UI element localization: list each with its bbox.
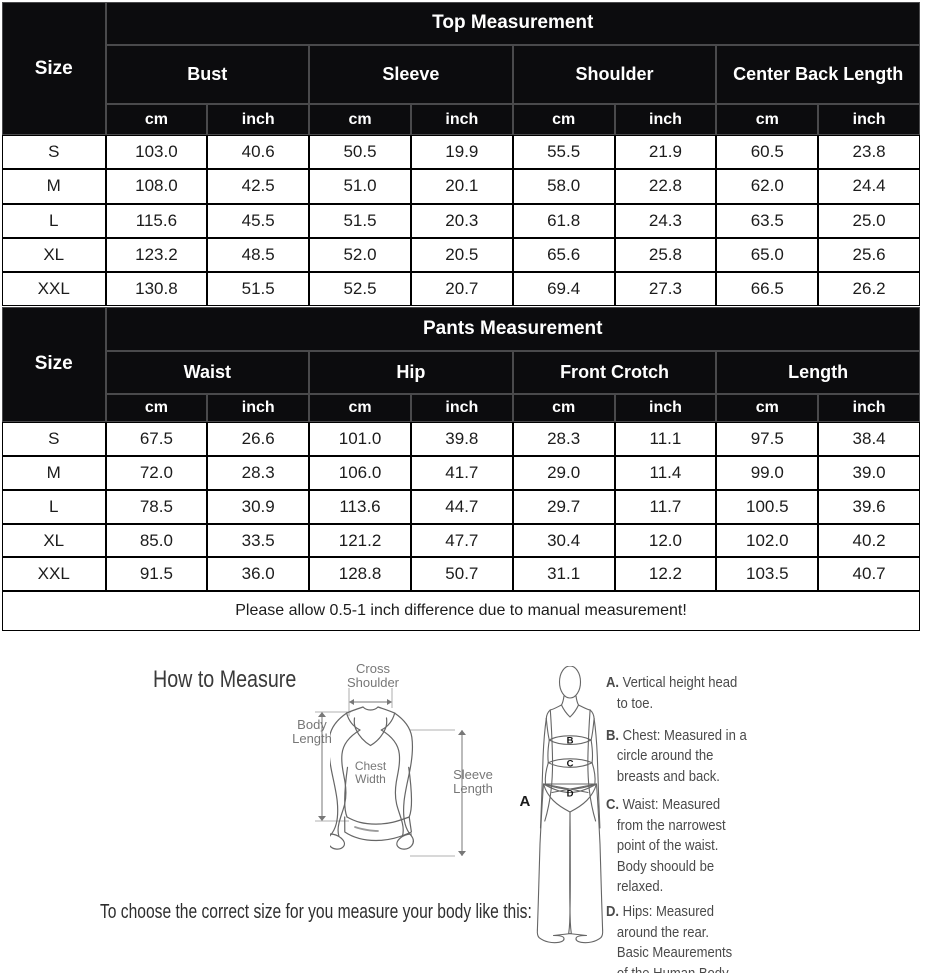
svg-text:C: C bbox=[566, 758, 573, 769]
svg-text:D: D bbox=[566, 789, 573, 800]
svg-text:B: B bbox=[566, 736, 573, 747]
